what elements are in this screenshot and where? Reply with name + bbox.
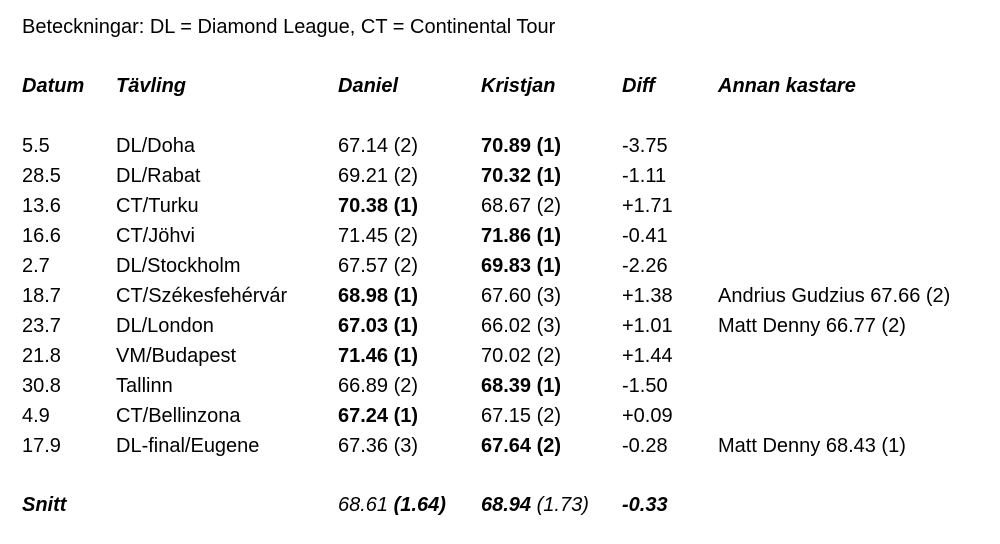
cell-annan: Andrius Gudzius 67.66 (2): [718, 285, 951, 307]
cell-kristjan: 67.60 (3): [481, 285, 562, 307]
cell-daniel: 68.98 (1): [338, 285, 419, 307]
table-row: 23.7 DL/London 67.03 (1) 66.02 (3) +1.01…: [0, 315, 1000, 345]
cell-daniel: 71.46 (1): [338, 345, 419, 367]
cell-diff: -0.41: [622, 225, 668, 247]
cell-kristjan: 71.86 (1): [481, 225, 562, 247]
average-label: Snitt: [22, 494, 67, 516]
cell-tavling: CT/Bellinzona: [116, 405, 241, 427]
cell-tavling: CT/Székesfehérvár: [116, 285, 288, 307]
cell-diff: -1.50: [622, 375, 668, 397]
average-daniel-value: 68.61: [338, 494, 389, 516]
cell-daniel: 67.14 (2): [338, 135, 419, 157]
average-diff: -0.33: [622, 494, 668, 516]
table-row: 30.8 Tallinn 66.89 (2) 68.39 (1) -1.50: [0, 375, 1000, 405]
table-row: 17.9 DL-final/Eugene 67.36 (3) 67.64 (2)…: [0, 435, 1000, 465]
cell-kristjan: 66.02 (3): [481, 315, 562, 337]
cell-diff: +1.38: [622, 285, 673, 307]
average-kristjan-value: 68.94: [481, 494, 532, 516]
cell-daniel: 67.36 (3): [338, 435, 419, 457]
cell-datum: 23.7: [22, 315, 61, 337]
cell-diff: -0.28: [622, 435, 668, 457]
average-row: Snitt 68.61 (1.64) 68.94 (1.73) -0.33: [0, 494, 1000, 524]
header-daniel: Daniel: [338, 75, 399, 97]
cell-datum: 30.8: [22, 375, 61, 397]
cell-daniel: 71.45 (2): [338, 225, 419, 247]
cell-daniel: 67.24 (1): [338, 405, 419, 427]
cell-daniel: 67.57 (2): [338, 255, 419, 277]
cell-kristjan: 70.89 (1): [481, 135, 562, 157]
average-daniel: 68.61 (1.64): [338, 494, 446, 517]
legend-text: Beteckningar: DL = Diamond League, CT = …: [22, 16, 556, 38]
cell-tavling: DL/Stockholm: [116, 255, 241, 277]
cell-datum: 2.7: [22, 255, 50, 277]
cell-tavling: CT/Turku: [116, 195, 199, 217]
cell-tavling: Tallinn: [116, 375, 173, 397]
cell-diff: -1.11: [622, 165, 667, 187]
table-row: 18.7 CT/Székesfehérvár 68.98 (1) 67.60 (…: [0, 285, 1000, 315]
cell-diff: +1.71: [622, 195, 673, 217]
cell-datum: 21.8: [22, 345, 61, 367]
cell-diff: +0.09: [622, 405, 673, 427]
cell-diff: +1.44: [622, 345, 673, 367]
cell-datum: 13.6: [22, 195, 61, 217]
cell-kristjan: 68.67 (2): [481, 195, 562, 217]
table-row: 21.8 VM/Budapest 71.46 (1) 70.02 (2) +1.…: [0, 345, 1000, 375]
average-daniel-place: (1.64): [393, 494, 446, 516]
header-kristjan: Kristjan: [481, 75, 556, 97]
cell-kristjan: 70.02 (2): [481, 345, 562, 367]
cell-datum: 17.9: [22, 435, 61, 457]
average-kristjan: 68.94 (1.73): [481, 494, 589, 517]
cell-daniel: 66.89 (2): [338, 375, 419, 397]
cell-datum: 28.5: [22, 165, 61, 187]
header-tavling: Tävling: [116, 75, 187, 97]
cell-kristjan: 70.32 (1): [481, 165, 562, 187]
header-datum: Datum: [22, 75, 85, 97]
cell-daniel: 69.21 (2): [338, 165, 419, 187]
cell-tavling: DL/Doha: [116, 135, 195, 157]
cell-diff: +1.01: [622, 315, 673, 337]
header-diff: Diff: [622, 75, 655, 97]
cell-tavling: VM/Budapest: [116, 345, 237, 367]
table-row: 16.6 CT/Jöhvi 71.45 (2) 71.86 (1) -0.41: [0, 225, 1000, 255]
cell-diff: -3.75: [622, 135, 668, 157]
cell-tavling: DL-final/Eugene: [116, 435, 260, 457]
cell-kristjan: 67.64 (2): [481, 435, 562, 457]
cell-datum: 5.5: [22, 135, 50, 157]
header-annan-kastare: Annan kastare: [718, 75, 856, 97]
cell-tavling: CT/Jöhvi: [116, 225, 195, 247]
cell-kristjan: 67.15 (2): [481, 405, 562, 427]
cell-kristjan: 68.39 (1): [481, 375, 562, 397]
table-row: 5.5 DL/Doha 67.14 (2) 70.89 (1) -3.75: [0, 135, 1000, 165]
table-row: 4.9 CT/Bellinzona 67.24 (1) 67.15 (2) +0…: [0, 405, 1000, 435]
cell-datum: 18.7: [22, 285, 61, 307]
cell-kristjan: 69.83 (1): [481, 255, 562, 277]
cell-annan: Matt Denny 68.43 (1): [718, 435, 906, 457]
table-row: 28.5 DL/Rabat 69.21 (2) 70.32 (1) -1.11: [0, 165, 1000, 195]
average-kristjan-place: (1.73): [536, 494, 589, 516]
cell-diff: -2.26: [622, 255, 668, 277]
cell-daniel: 70.38 (1): [338, 195, 419, 217]
cell-tavling: DL/Rabat: [116, 165, 201, 187]
cell-annan: Matt Denny 66.77 (2): [718, 315, 906, 337]
cell-tavling: DL/London: [116, 315, 214, 337]
table-row: 2.7 DL/Stockholm 67.57 (2) 69.83 (1) -2.…: [0, 255, 1000, 285]
cell-datum: 4.9: [22, 405, 50, 427]
table-row: 13.6 CT/Turku 70.38 (1) 68.67 (2) +1.71: [0, 195, 1000, 225]
cell-datum: 16.6: [22, 225, 61, 247]
cell-daniel: 67.03 (1): [338, 315, 419, 337]
